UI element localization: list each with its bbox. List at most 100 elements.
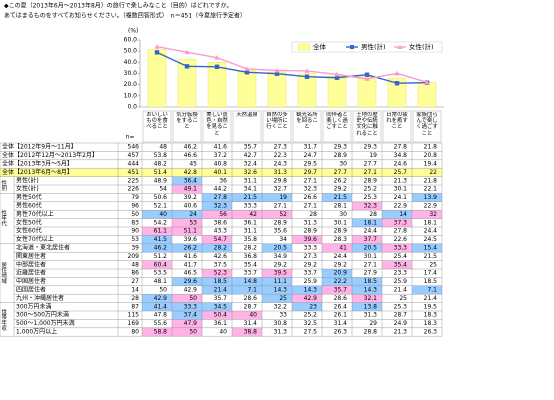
legend-label: 女性(計) bbox=[409, 42, 434, 51]
cell-highlight bbox=[142, 294, 172, 303]
cell-highlight bbox=[352, 218, 382, 227]
bar bbox=[357, 76, 377, 108]
cell-value: 17.4 bbox=[424, 270, 438, 277]
cell-value: 28.6 bbox=[334, 295, 348, 302]
cell-value: 42.7 bbox=[244, 152, 258, 159]
cell-value: 50.4 bbox=[214, 312, 228, 319]
cell-highlight bbox=[202, 243, 232, 253]
header-cell bbox=[142, 110, 172, 143]
cell-highlight bbox=[412, 243, 442, 253]
cell-value: 21.5 bbox=[244, 194, 258, 201]
line-marker bbox=[304, 74, 310, 79]
cell-value: 32.2 bbox=[274, 303, 288, 310]
cell-value: 61.1 bbox=[154, 228, 168, 235]
cell-value: 29.2 bbox=[274, 261, 288, 268]
cell-value: 31.4 bbox=[334, 320, 348, 327]
cell-highlight bbox=[292, 285, 322, 295]
y-tick-label: 40.0 bbox=[124, 59, 138, 66]
cell-value: 28.2 bbox=[214, 245, 228, 252]
n-value: 457 bbox=[128, 152, 140, 159]
cell-value: 47.8 bbox=[154, 312, 168, 319]
cell-highlight bbox=[142, 260, 172, 269]
header-cell bbox=[232, 110, 262, 143]
cell-value: 40.6 bbox=[184, 203, 198, 210]
cell-value: 34.9 bbox=[274, 253, 288, 260]
cell-value: 29.5 bbox=[304, 161, 318, 168]
cell-value: 31.4 bbox=[244, 320, 258, 327]
column-header: 美しい景色・自然を見ること bbox=[206, 112, 228, 137]
cell-value: 25.3 bbox=[394, 303, 408, 310]
line-marker bbox=[364, 72, 370, 77]
cell-value: 50 bbox=[189, 295, 197, 302]
cell-value: 60.4 bbox=[154, 261, 168, 268]
cell-value: 46.2 bbox=[184, 144, 198, 151]
n-value: 209 bbox=[128, 253, 140, 260]
cell-value: 19.4 bbox=[424, 161, 438, 168]
column-header: 日常の疲れを癒すこと bbox=[386, 112, 408, 131]
bar bbox=[207, 62, 227, 108]
cell-value: 32.4 bbox=[244, 161, 258, 168]
cell-highlight bbox=[322, 269, 352, 278]
cell-value: 18.5 bbox=[214, 278, 228, 285]
n-value: 83 bbox=[131, 219, 139, 226]
cell-value: 54.2 bbox=[154, 219, 168, 226]
n-header: n= bbox=[126, 134, 135, 141]
cell-highlight bbox=[382, 243, 412, 253]
cell-value: 44.2 bbox=[214, 186, 228, 193]
cell-highlight bbox=[262, 210, 292, 219]
cell-value: 29.3 bbox=[364, 144, 378, 151]
cell-value: 20.8 bbox=[424, 152, 438, 159]
cell-highlight bbox=[262, 269, 292, 278]
cell-value: 27.9 bbox=[364, 270, 378, 277]
row-label: 男性(計) bbox=[16, 176, 39, 184]
cell-value: 32.5 bbox=[304, 320, 318, 327]
header-cell bbox=[262, 110, 292, 143]
cell-value: 28.7 bbox=[394, 312, 408, 319]
cell-value: 52.1 bbox=[154, 203, 168, 210]
group-label: 居住地域 bbox=[0, 262, 7, 284]
cell-value: 31.3 bbox=[364, 312, 378, 319]
line-marker bbox=[424, 79, 430, 85]
cell-value: 38.6 bbox=[214, 219, 228, 226]
cell-value: 27.8 bbox=[394, 144, 408, 151]
cell-highlight bbox=[322, 285, 352, 295]
cell-value: 28.9 bbox=[334, 152, 348, 159]
cell-value: 25.7 bbox=[394, 169, 408, 176]
cell-value: 30 bbox=[339, 211, 347, 218]
cell-value: 20.9 bbox=[334, 270, 348, 277]
cell-highlight bbox=[172, 277, 202, 286]
cell-value: 35.4 bbox=[394, 261, 408, 268]
cell-value: 24.9 bbox=[394, 320, 408, 327]
cell-value: 33.7 bbox=[304, 270, 318, 277]
bar bbox=[267, 71, 287, 108]
cell-value: 11.1 bbox=[274, 278, 288, 285]
cell-value: 42.6 bbox=[214, 253, 228, 260]
cell-value: 25.2 bbox=[304, 312, 318, 319]
cell-value: 15.4 bbox=[424, 245, 438, 252]
cell-value: 27.8 bbox=[394, 228, 408, 235]
column-header: 土地の歴史や伝統文化に触れること bbox=[356, 112, 378, 137]
cell-value: 31.3 bbox=[304, 219, 318, 226]
n-value: 27 bbox=[131, 278, 139, 285]
column-header: 家族団らんで楽しく過ごすこと bbox=[416, 112, 438, 137]
cell-value: 49.1 bbox=[184, 186, 198, 193]
cell-highlight bbox=[172, 210, 202, 219]
cell-value: 28.9 bbox=[334, 228, 348, 235]
cell-value: 46.5 bbox=[184, 270, 198, 277]
cell-value: 24.4 bbox=[334, 253, 348, 260]
cell-highlight bbox=[352, 201, 382, 211]
cell-value: 20.5 bbox=[274, 245, 288, 252]
cell-value: 18.3 bbox=[424, 320, 438, 327]
cell-highlight bbox=[202, 269, 232, 278]
cell-value: 55.6 bbox=[154, 320, 168, 327]
cell-value: 36.1 bbox=[214, 320, 228, 327]
cell-value: 42.8 bbox=[184, 169, 198, 176]
n-value: 39 bbox=[131, 245, 139, 252]
cell-highlight bbox=[322, 193, 352, 202]
cell-value: 53.8 bbox=[154, 152, 168, 159]
line-marker bbox=[274, 71, 280, 76]
cell-value: 14.3 bbox=[364, 287, 378, 294]
cell-value: 25 bbox=[279, 295, 287, 302]
cell-highlight bbox=[172, 243, 202, 253]
